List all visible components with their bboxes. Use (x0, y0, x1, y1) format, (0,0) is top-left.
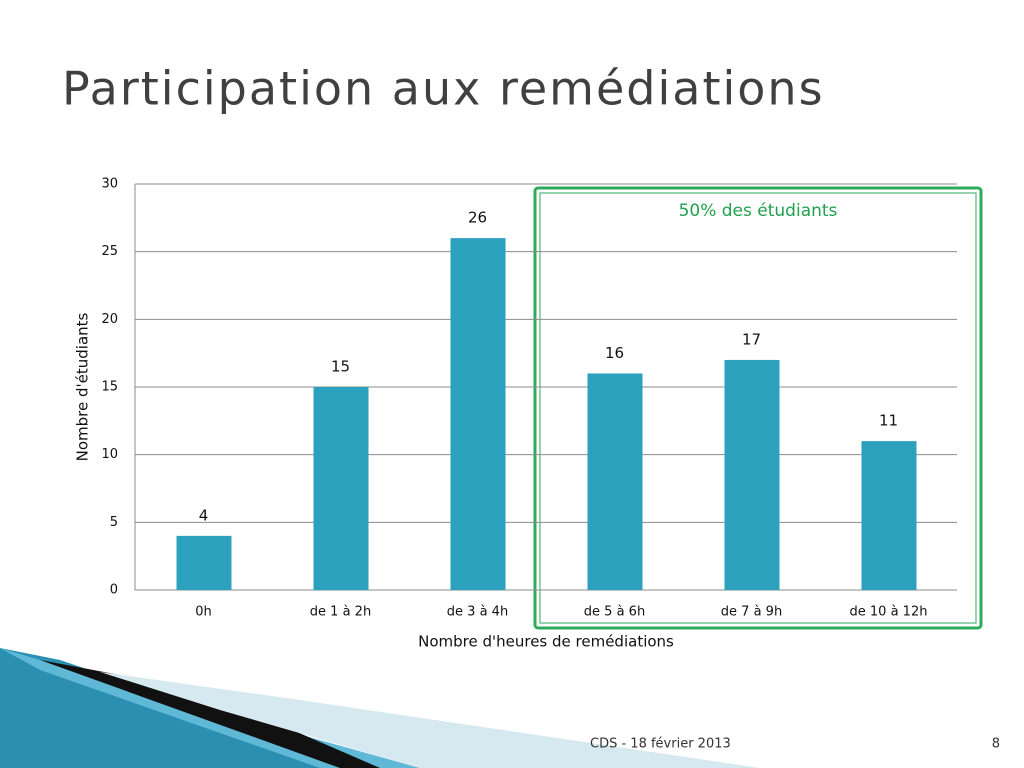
y-tick-label: 25 (101, 244, 118, 259)
y-tick-label: 20 (101, 312, 118, 327)
x-tick-label: de 7 à 9h (721, 605, 782, 620)
y-tick-label: 10 (101, 447, 118, 462)
bar (724, 359, 780, 590)
x-tick-label: 0h (195, 605, 212, 620)
x-tick-label: de 5 à 6h (584, 605, 645, 620)
bar (587, 373, 643, 590)
annotation: 50% des étudiants (679, 201, 838, 221)
bar (176, 535, 232, 590)
y-axis-label: Nombre d'étudiants (74, 312, 92, 461)
y-tick-label: 5 (110, 515, 118, 530)
y-tick-label: 0 (110, 583, 118, 598)
footer-text: CDS - 18 février 2013 (590, 737, 731, 752)
x-tick-label: de 1 à 2h (310, 605, 371, 620)
y-tick-label: 30 (101, 177, 118, 192)
x-axis-label: Nombre d'heures de remédiations (418, 633, 674, 651)
decor-swoosh-pale (100, 672, 760, 768)
highlight-box-inner (539, 192, 977, 624)
data-label: 16 (605, 344, 624, 362)
bar (313, 387, 369, 590)
data-label: 11 (879, 412, 898, 430)
highlight-box (533, 186, 983, 630)
data-label: 26 (468, 209, 487, 227)
data-label: 4 (199, 506, 209, 524)
y-tick-label: 15 (101, 380, 118, 395)
page-number: 8 (992, 737, 1000, 752)
data-label: 15 (331, 358, 350, 376)
x-tick-label: de 3 à 4h (447, 605, 508, 620)
bar (450, 238, 506, 590)
slide-title: Participation aux remédiations (62, 62, 825, 116)
decor-swoosh-dark (40, 660, 380, 768)
data-label: 17 (742, 330, 761, 348)
bar (861, 441, 917, 590)
x-tick-label: de 10 à 12h (850, 605, 928, 620)
